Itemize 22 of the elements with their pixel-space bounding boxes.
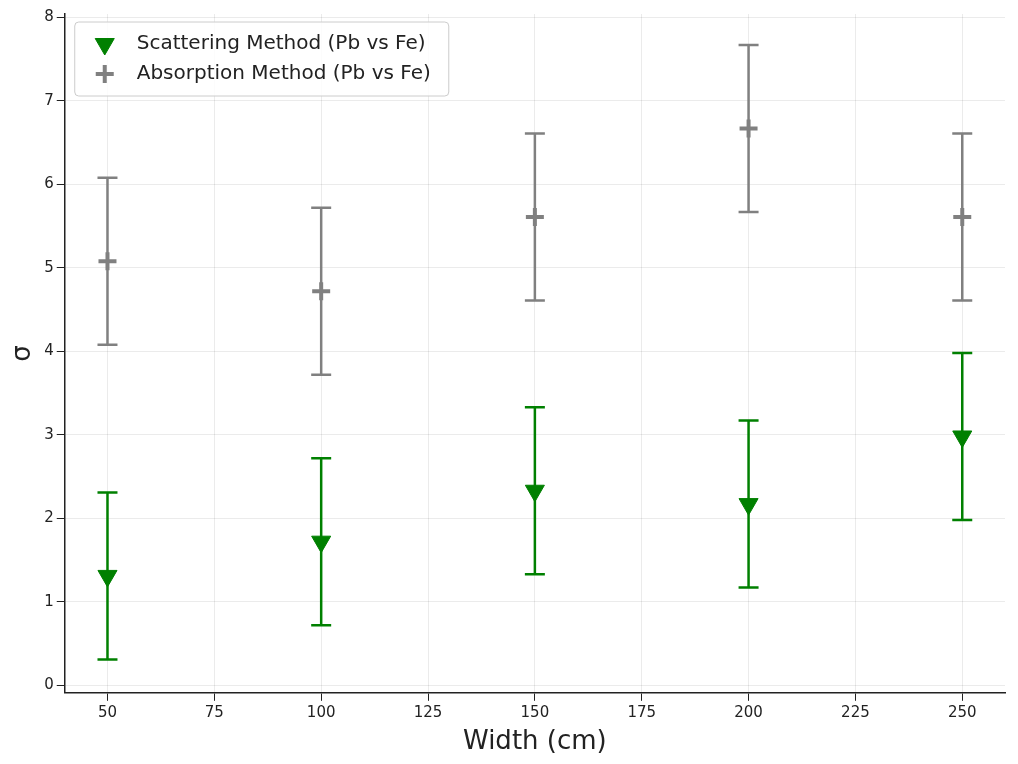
y-tick-label: 7 <box>44 90 54 109</box>
x-tick-label: 200 <box>734 702 763 721</box>
y-tick-label: 1 <box>44 591 54 610</box>
x-tick-label: 150 <box>520 702 550 721</box>
y-tick-label: 6 <box>44 174 54 193</box>
y-tick-label: 0 <box>44 675 54 694</box>
y-tick-label: 3 <box>44 424 54 443</box>
x-tick-label: 125 <box>413 702 443 721</box>
x-tick-label: 75 <box>204 702 224 721</box>
x-tick-label: 50 <box>97 702 118 721</box>
y-tick-label: 4 <box>44 341 54 360</box>
y-tick-label: 5 <box>44 257 54 276</box>
legend-label: Scattering Method (Pb vs Fe) <box>136 30 426 55</box>
y-tick-label: 8 <box>44 7 54 26</box>
y-axis-title: σ <box>6 345 37 362</box>
x-tick-label: 225 <box>841 702 870 721</box>
y-tick-label: 2 <box>44 508 54 527</box>
x-tick-label: 100 <box>306 702 336 721</box>
legend-label: Absorption Method (Pb vs Fe) <box>136 60 431 85</box>
x-tick-label: 250 <box>947 702 977 721</box>
x-tick-label: 175 <box>627 702 657 721</box>
x-axis-title: Width (cm) <box>463 725 607 756</box>
